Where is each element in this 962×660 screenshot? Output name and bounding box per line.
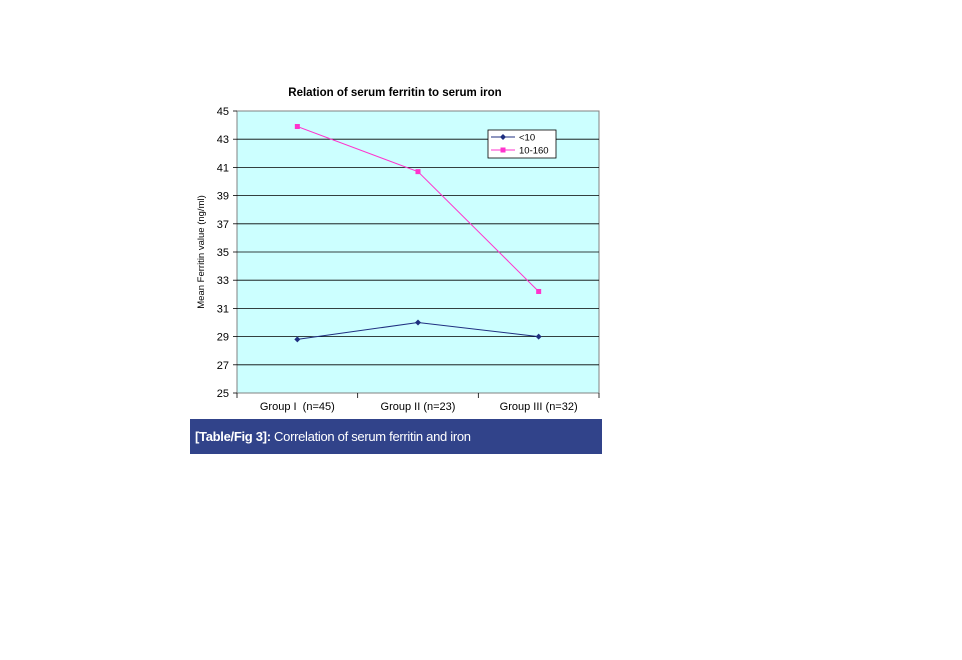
y-tick-label: 33 xyxy=(217,275,229,287)
y-tick-label: 29 xyxy=(217,332,229,344)
x-axis: Group I (n=45) Group II (n=23) Group III (… xyxy=(236,393,600,413)
data-point xyxy=(294,336,301,343)
y-tick-label: 31 xyxy=(217,303,229,315)
legend-label: <10 xyxy=(519,133,535,144)
data-point xyxy=(415,319,421,326)
y-axis-label: Mean Ferritin value (ng/ml) xyxy=(196,195,207,309)
y-tick-label: 43 xyxy=(217,134,229,146)
chart-title: Relation of serum ferritin to serum iron xyxy=(288,87,501,99)
x-tick-label: Group III (n=32) xyxy=(500,401,578,413)
data-point xyxy=(415,169,421,175)
y-tick-label: 35 xyxy=(217,247,229,259)
legend-label: 10-160 xyxy=(519,146,549,157)
y-tick-label: 39 xyxy=(217,191,229,203)
x-tick-label: Group II (n=23) xyxy=(381,401,456,413)
series-layer xyxy=(294,124,542,343)
legend: <10 10-160 xyxy=(487,129,557,159)
data-point xyxy=(536,288,542,294)
y-tick-label: 25 xyxy=(217,388,229,400)
y-tick-label: 45 xyxy=(217,106,229,118)
legend-box xyxy=(487,129,557,159)
y-tick-label: 37 xyxy=(217,219,229,231)
figure-caption: [Table/Fig 3]: Correlation of serum ferr… xyxy=(190,419,602,454)
y-axis: 25 27 29 31 33 35 37 39 41 43 45 xyxy=(217,106,237,400)
data-point xyxy=(535,333,542,340)
data-point xyxy=(294,124,300,130)
caption-label: [Table/Fig 3]: xyxy=(195,429,271,444)
y-tick-label: 27 xyxy=(217,360,229,372)
y-tick-label: 41 xyxy=(217,162,229,174)
x-tick-label: Group I (n=45) xyxy=(260,401,335,413)
legend-marker xyxy=(500,147,506,153)
legend-marker xyxy=(500,134,506,140)
caption-text: Correlation of serum ferritin and iron xyxy=(270,429,471,444)
